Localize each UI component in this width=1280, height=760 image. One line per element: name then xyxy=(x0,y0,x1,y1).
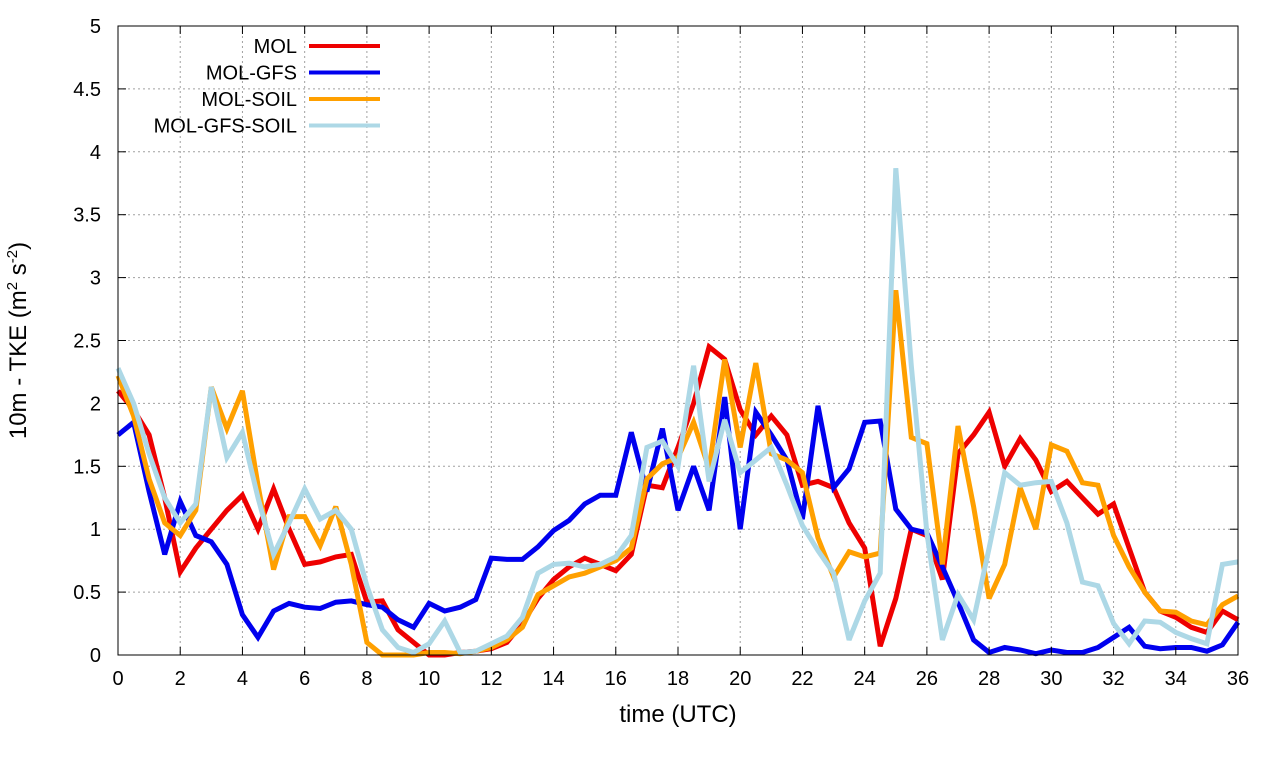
y-tick-label: 4.5 xyxy=(73,79,101,101)
axis-ticks: 0 2 4 6 8 10 12 14 16 18 20 22 24 26 28 30 32 34 3600.511.… xyxy=(73,16,1249,690)
y-tick-label: 3.5 xyxy=(73,205,101,227)
y-tick-label: 0 xyxy=(90,645,101,667)
y-tick-label: 1.5 xyxy=(73,456,101,478)
x-tick-label: 22 xyxy=(791,668,813,690)
x-tick-label: 18 xyxy=(667,668,689,690)
y-tick-label: 5 xyxy=(90,16,101,38)
y-tick-label: 4 xyxy=(90,142,101,164)
x-tick-label: 28 xyxy=(978,668,1000,690)
y-tick-label: 3 xyxy=(90,268,101,290)
x-tick-label: 8 xyxy=(361,668,372,690)
x-tick-label: 4 xyxy=(237,668,248,690)
legend-label-mol-gfs-soil: MOL-GFS-SOIL xyxy=(154,116,297,138)
y-axis-title-part: 10m - TKE (m xyxy=(5,290,32,439)
x-tick-label: 2 xyxy=(175,668,186,690)
x-tick-label: 32 xyxy=(1102,668,1124,690)
y-axis-title-part: ) xyxy=(5,242,32,250)
y-tick-label: 2 xyxy=(90,393,101,415)
series-line-mol-gfs-soil xyxy=(115,168,1239,656)
x-tick-label: 24 xyxy=(854,668,876,690)
x-tick-label: 0 xyxy=(112,668,123,690)
y-tick-label: 1 xyxy=(90,519,101,541)
y-tick-label: 0.5 xyxy=(73,582,101,604)
x-tick-label: 30 xyxy=(1040,668,1062,690)
y-axis-title-part: s xyxy=(5,263,32,282)
x-tick-label: 14 xyxy=(542,668,564,690)
legend: MOL MOL-GFS MOL-SOIL MOL-GFS-SOIL xyxy=(154,36,380,138)
y-tick-label: 2.5 xyxy=(73,331,101,353)
x-axis-title: time (UTC) xyxy=(619,701,736,728)
y-axis-title-sup: 2 xyxy=(4,282,21,290)
series-line-mol xyxy=(116,342,1240,658)
x-tick-label: 20 xyxy=(729,668,751,690)
x-tick-label: 36 xyxy=(1227,668,1249,690)
grid xyxy=(118,26,1238,655)
x-tick-label: 6 xyxy=(299,668,310,690)
legend-label-mol-gfs: MOL-GFS xyxy=(206,63,297,85)
x-tick-label: 10 xyxy=(418,668,440,690)
legend-label-mol-soil: MOL-SOIL xyxy=(201,89,297,111)
x-tick-label: 26 xyxy=(916,668,938,690)
legend-label-mol: MOL xyxy=(254,36,297,58)
x-tick-label: 34 xyxy=(1165,668,1187,690)
x-tick-label: 16 xyxy=(605,668,627,690)
y-axis-title: 10m - TKE (m2 s-2) xyxy=(4,242,32,439)
y-axis-title-sup: -2 xyxy=(4,250,21,263)
x-tick-label: 12 xyxy=(480,668,502,690)
